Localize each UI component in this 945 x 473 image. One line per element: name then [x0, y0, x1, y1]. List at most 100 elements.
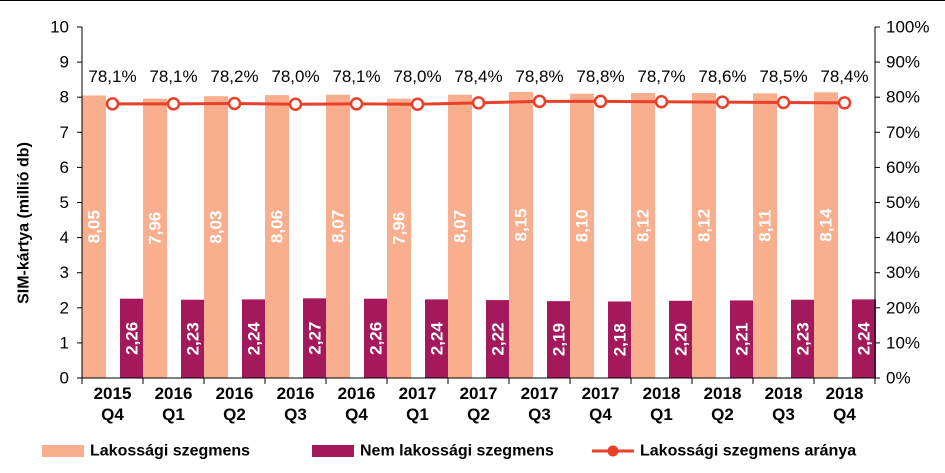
point-arany-8	[593, 94, 608, 109]
x-tick-label-quarter-9: Q1	[650, 405, 673, 424]
bar-lakossagi-10	[692, 92, 716, 378]
y-tick-label-6: 6	[60, 158, 69, 177]
y2-tick-label-8: 80%	[886, 88, 920, 107]
x-tick-label-quarter-11: Q3	[772, 405, 795, 424]
bar-label-nem-lakossagi-2: 2,24	[245, 322, 264, 356]
bar-label-lakossagi-1: 7,96	[146, 212, 165, 245]
y-tick-label-0: 0	[60, 369, 69, 388]
point-arany-7	[532, 94, 547, 109]
x-tick-label-year-9: 2018	[643, 384, 681, 403]
line-layer	[105, 94, 852, 111]
legend-marker-2	[607, 445, 619, 457]
legend-label-2: Lakossági szegmens aránya	[640, 443, 856, 460]
y-tick-label-8: 8	[60, 88, 69, 107]
bar-lakossagi-11	[753, 93, 777, 379]
bar-label-lakossagi-6: 8,07	[451, 210, 470, 243]
x-tick-label-quarter-10: Q2	[711, 405, 734, 424]
y-tick-label-2: 2	[60, 298, 69, 317]
legend-label-0: Lakossági szegmens	[90, 443, 250, 460]
point-label-arany-5: 78,0%	[393, 67, 441, 86]
point-label-arany-6: 78,4%	[454, 67, 502, 86]
bar-nem-lakossagi-11	[791, 299, 815, 378]
y2-tick-label-0: 0%	[886, 369, 911, 388]
x-tick-label-quarter-3: Q3	[284, 405, 307, 424]
point-label-arany-9: 78,7%	[637, 67, 685, 86]
point-arany-6	[471, 96, 486, 110]
bars-layer	[82, 91, 876, 379]
bar-nem-lakossagi-8	[608, 301, 632, 378]
bar-label-nem-lakossagi-3: 2,27	[306, 322, 325, 355]
legend-swatch-0	[42, 445, 84, 457]
bar-lakossagi-6	[448, 94, 472, 379]
legend-swatch-1	[312, 445, 354, 457]
y-axis-title: SIM-kártya (millió db)	[16, 142, 33, 304]
x-tick-label-quarter-1: Q1	[162, 405, 185, 424]
x-tick-label-year-3: 2016	[277, 384, 315, 403]
legend: Lakossági szegmens Nem lakossági szegmens…	[42, 443, 856, 460]
point-label-arany-11: 78,5%	[759, 67, 807, 86]
bar-label-lakossagi-9: 8,12	[634, 209, 653, 242]
y2-tick-label-9: 90%	[886, 53, 920, 72]
bar-label-nem-lakossagi-7: 2,19	[550, 323, 569, 356]
x-tick-label-year-4: 2016	[338, 384, 376, 403]
bar-label-lakossagi-7: 8,15	[512, 208, 531, 241]
bar-label-nem-lakossagi-6: 2,22	[489, 322, 508, 355]
legend-label-1: Nem lakossági szegmens	[360, 443, 554, 460]
bar-label-lakossagi-0: 8,05	[85, 210, 104, 243]
y2-tick-label-7: 70%	[886, 123, 920, 142]
x-tick-label-year-11: 2018	[765, 384, 803, 403]
x-tick-label-quarter-7: Q3	[528, 405, 551, 424]
x-tick-label-year-7: 2017	[521, 384, 559, 403]
point-label-arany-2: 78,2%	[210, 67, 258, 86]
point-arany-11	[776, 95, 791, 110]
point-label-arany-4: 78,1%	[332, 67, 380, 86]
x-tick-label-year-2: 2016	[216, 384, 254, 403]
x-tick-label-year-0: 2015	[94, 384, 132, 403]
bar-label-nem-lakossagi-11: 2,23	[794, 322, 813, 355]
x-tick-label-quarter-8: Q4	[589, 405, 612, 424]
x-tick-label-quarter-2: Q2	[223, 405, 246, 424]
x-tick-label-quarter-4: Q4	[345, 405, 368, 424]
bar-label-lakossagi-10: 8,12	[695, 209, 714, 242]
bar-lakossagi-4	[326, 94, 350, 379]
bar-label-lakossagi-4: 8,07	[329, 210, 348, 243]
y2-tick-label-10: 100%	[886, 18, 929, 37]
x-tick-label-quarter-12: Q4	[833, 405, 856, 424]
y-tick-label-9: 9	[60, 53, 69, 72]
point-label-arany-7: 78,8%	[515, 67, 563, 86]
bar-label-lakossagi-3: 8,06	[268, 210, 287, 243]
bar-nem-lakossagi-5	[425, 299, 449, 378]
point-label-arany-0: 78,1%	[88, 67, 136, 86]
bar-label-nem-lakossagi-4: 2,26	[367, 322, 386, 355]
bar-nem-lakossagi-0	[120, 298, 144, 378]
bar-nem-lakossagi-6	[486, 300, 510, 378]
bar-label-nem-lakossagi-10: 2,21	[733, 323, 752, 356]
bar-lakossagi-8	[570, 93, 594, 378]
y2-tick-label-3: 30%	[886, 263, 920, 282]
bar-label-lakossagi-12: 8,14	[817, 208, 836, 242]
point-arany-5	[410, 97, 425, 111]
x-tick-label-year-1: 2016	[155, 384, 193, 403]
y-tick-label-7: 7	[60, 123, 69, 142]
y2-tick-label-4: 40%	[886, 228, 920, 247]
bar-label-lakossagi-5: 7,96	[390, 212, 409, 245]
x-tick-label-quarter-0: Q4	[101, 405, 124, 424]
x-tick-label-year-8: 2017	[582, 384, 620, 403]
point-arany-10	[715, 95, 730, 109]
bar-label-nem-lakossagi-9: 2,20	[672, 323, 691, 356]
y2-tick-label-1: 10%	[886, 333, 920, 352]
bar-label-nem-lakossagi-12: 2,24	[855, 322, 874, 356]
y2-tick-label-5: 50%	[886, 193, 920, 212]
point-arany-2	[227, 96, 242, 111]
x-tick-label-quarter-6: Q2	[467, 405, 490, 424]
point-arany-0	[105, 97, 120, 111]
bar-lakossagi-5	[387, 98, 411, 378]
point-arany-1	[166, 97, 181, 111]
bar-nem-lakossagi-7	[547, 301, 571, 378]
bar-label-nem-lakossagi-5: 2,24	[428, 322, 447, 356]
y-tick-label-5: 5	[60, 193, 69, 212]
bar-nem-lakossagi-9	[669, 300, 693, 378]
x-tick-label-year-12: 2018	[826, 384, 864, 403]
y2-tick-label-2: 20%	[886, 298, 920, 317]
